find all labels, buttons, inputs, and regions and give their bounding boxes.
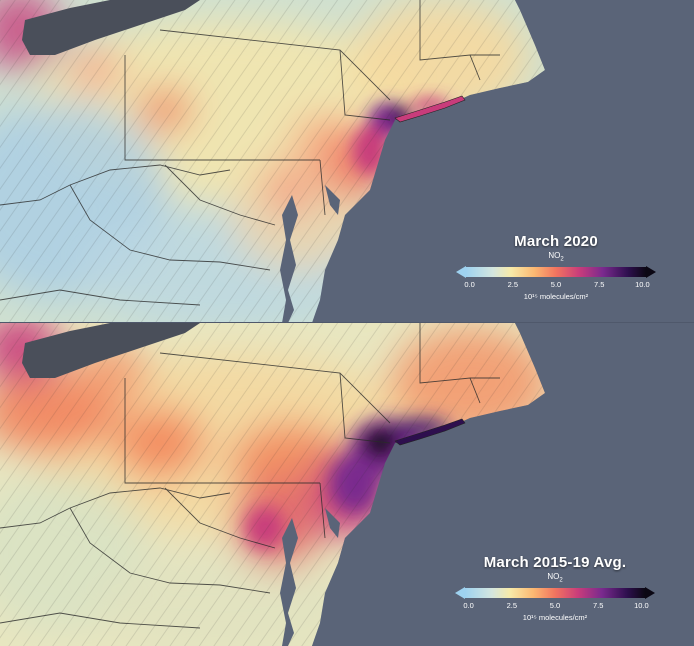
colorbar-min-arrow xyxy=(455,586,465,599)
tick-label: 0.0 xyxy=(463,600,474,610)
lake-erie xyxy=(22,0,200,55)
atlantic-ocean xyxy=(312,323,694,646)
state-borders xyxy=(0,323,500,629)
lake-erie xyxy=(22,323,200,378)
legend-variable: NO2 xyxy=(547,572,563,584)
legend-title: March 2015-19 Avg. xyxy=(483,554,627,571)
tick-label: 5.0 xyxy=(550,279,562,289)
chesapeake-bay xyxy=(280,195,298,323)
colorbar-gradient xyxy=(465,587,645,598)
colorbar-min-arrow xyxy=(456,265,466,278)
legend-variable: NO2 xyxy=(548,251,564,263)
tick-label: 5.0 xyxy=(549,600,561,610)
map-panel-march-2015-19: March 2015-19 Avg. NO2 0.0 2.5 5.0 7.5 1… xyxy=(0,323,694,646)
no2-map-march-2020 xyxy=(0,0,694,323)
colorbar-ticks: 0.0 2.5 5.0 7.5 10.0 xyxy=(464,279,649,290)
colorbar xyxy=(456,265,656,278)
colorbar-max-arrow xyxy=(645,586,655,599)
tick-label: 10.0 xyxy=(635,279,650,289)
long-island xyxy=(394,418,466,446)
long-island xyxy=(394,95,466,123)
legend-march-2015-19: March 2015-19 Avg. NO2 0.0 2.5 5.0 7.5 1… xyxy=(440,554,670,622)
colorbar xyxy=(455,586,655,599)
legend-units: 10¹⁵ molecules/cm² xyxy=(523,291,589,301)
legend-march-2020: March 2020 NO2 0.0 2.5 5.0 7.5 10.0 10¹⁵… xyxy=(441,233,671,301)
delaware-bay xyxy=(325,185,340,215)
legend-title: March 2020 xyxy=(514,233,598,250)
colorbar-ticks: 0.0 2.5 5.0 7.5 10.0 xyxy=(463,600,648,611)
colorbar-max-arrow xyxy=(646,265,656,278)
tick-label: 10.0 xyxy=(634,600,649,610)
tick-label: 7.5 xyxy=(593,279,605,289)
no2-map-march-2015-19 xyxy=(0,323,694,646)
legend-units: 10¹⁵ molecules/cm² xyxy=(522,612,588,622)
tick-label: 0.0 xyxy=(464,279,475,289)
tick-label: 2.5 xyxy=(506,600,518,610)
delaware-bay xyxy=(325,508,340,538)
tick-label: 7.5 xyxy=(592,600,604,610)
colorbar-gradient xyxy=(466,266,646,277)
atlantic-ocean xyxy=(312,0,694,323)
chesapeake-bay xyxy=(280,518,298,646)
state-borders xyxy=(0,0,500,306)
map-panel-march-2020: March 2020 NO2 0.0 2.5 5.0 7.5 10.0 10¹⁵… xyxy=(0,0,694,323)
tick-label: 2.5 xyxy=(507,279,519,289)
